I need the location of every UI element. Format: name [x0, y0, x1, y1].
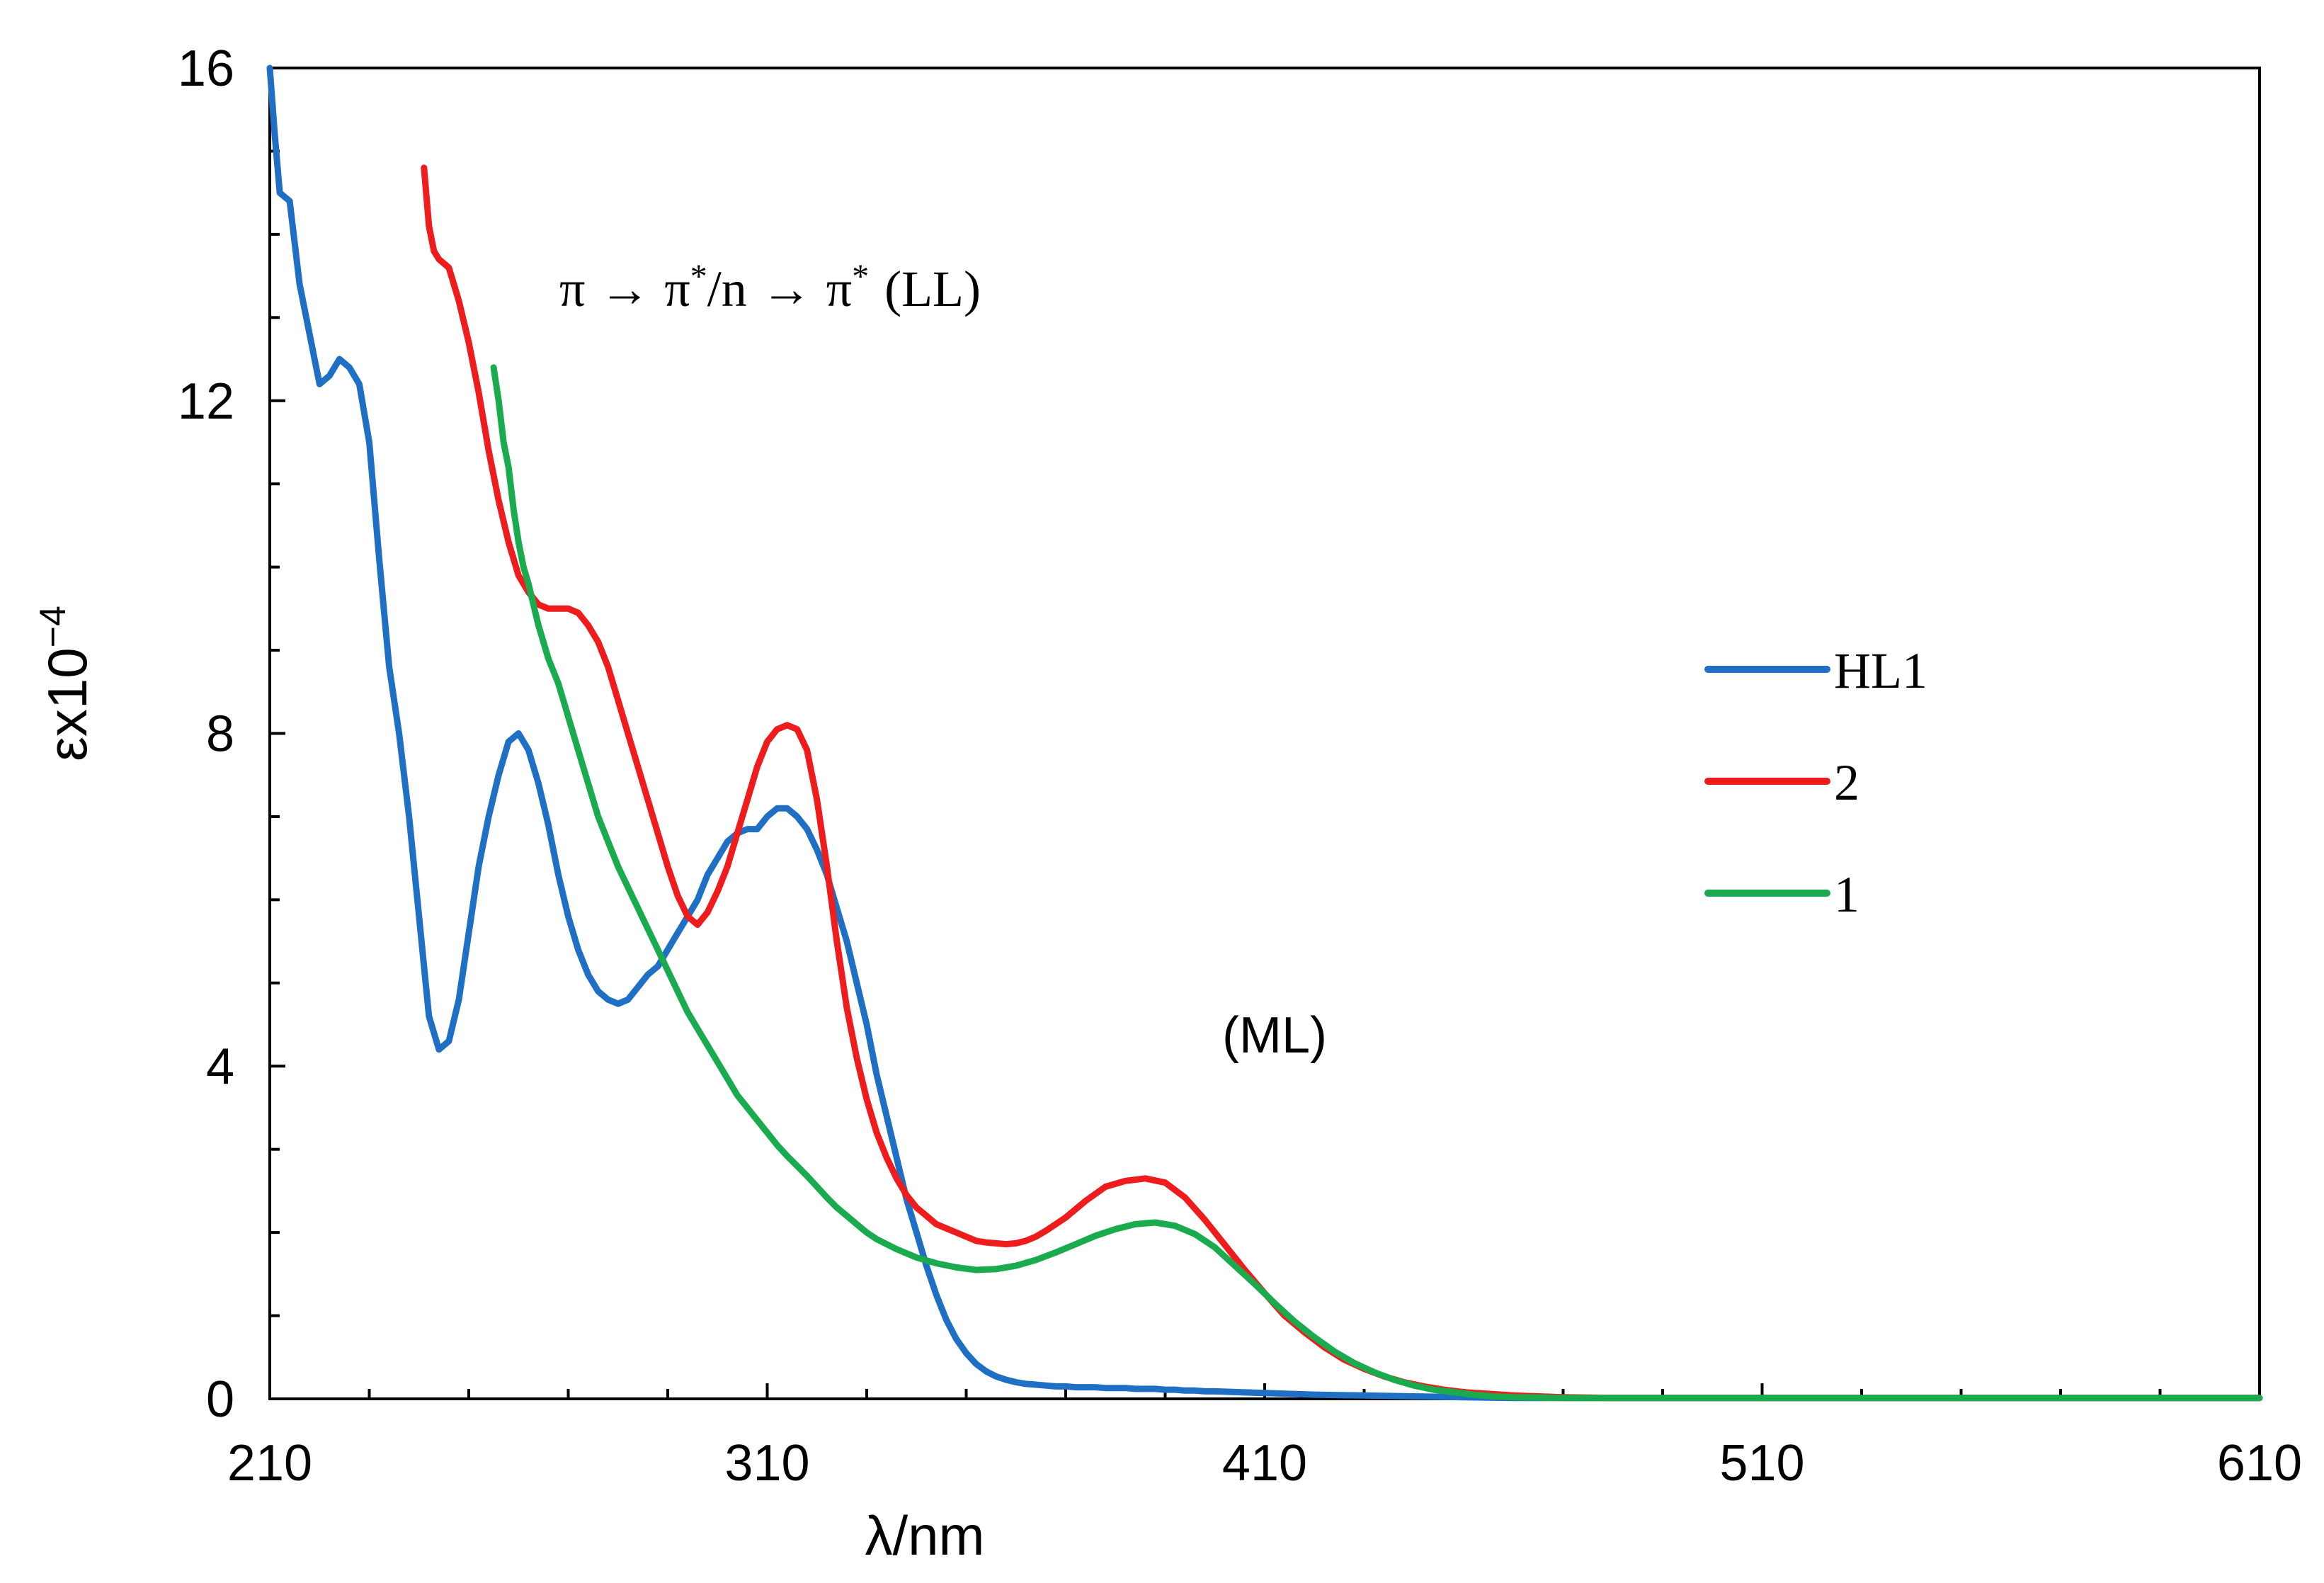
- legend-label-2: 2: [1834, 754, 1859, 811]
- series-line-2: [421, 164, 2263, 1402]
- ll-star-1: *: [690, 258, 707, 295]
- y-axis-title-base: εx10: [36, 647, 98, 761]
- x-tick-label: 410: [1222, 1435, 1307, 1492]
- ll-n: /n: [707, 261, 747, 317]
- x-tick-label: 610: [2217, 1435, 2302, 1492]
- x-tick-label: 210: [227, 1435, 312, 1492]
- x-tick-label: 310: [724, 1435, 809, 1492]
- y-tick-label: 12: [178, 373, 234, 430]
- ll-tag: (LL): [884, 261, 981, 317]
- ml-annotation: (ML): [1222, 1007, 1327, 1064]
- y-tick-label: 4: [206, 1038, 234, 1095]
- ll-arrow-2: →: [761, 261, 812, 317]
- ll-star-2: *: [852, 258, 869, 295]
- x-tick-label: 510: [1719, 1435, 1804, 1492]
- y-axis-title: εx10−4: [33, 606, 98, 761]
- ll-pi-2: π: [664, 261, 690, 317]
- y-axis-title-exponent: −4: [33, 606, 74, 647]
- y-tick-label: 8: [206, 706, 234, 763]
- ll-arrow-1: →: [599, 261, 650, 317]
- legend: HL1 2 1: [1704, 642, 1927, 923]
- series-line-hl1: [266, 64, 2263, 1402]
- ll-transition-annotation: π → π*/n → π* (LL): [559, 258, 981, 317]
- legend-label-hl1: HL1: [1834, 642, 1927, 699]
- x-axis-ticks: 210 310 410 510 610: [227, 1383, 2302, 1492]
- legend-label-1: 1: [1834, 866, 1859, 923]
- series-lines: [266, 64, 2263, 1402]
- series-line-1: [490, 364, 2263, 1402]
- ll-pi-3: π: [826, 261, 852, 317]
- y-tick-label: 0: [206, 1371, 234, 1428]
- y-axis-ticks: 0 4 8 12 16: [178, 40, 285, 1428]
- y-tick-label: 16: [178, 40, 234, 97]
- ll-pi-1: π: [559, 261, 585, 317]
- x-axis-title: λ/nm: [865, 1504, 984, 1567]
